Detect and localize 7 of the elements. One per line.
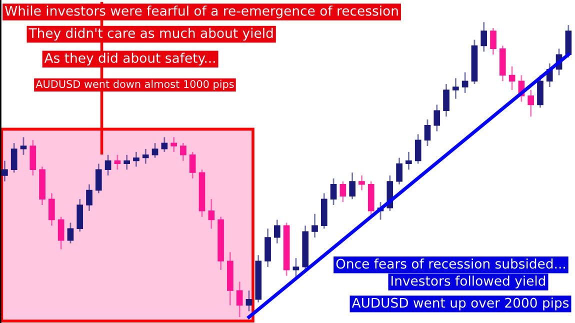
annotation: They didn't care as much about yield: [28, 28, 273, 41]
annotation: As they did about safety...: [44, 52, 215, 66]
annotation: AUDUSD went down almost 1000 pips: [36, 80, 234, 90]
annotation: Once fears of recession subsided...: [336, 258, 565, 269]
text: While investors were fearful of a re-emergence of recession: [5, 6, 398, 18]
annotation: AUDUSD went up over 2000 pips: [352, 298, 569, 310]
annotation: Investors followed yield: [392, 276, 546, 288]
